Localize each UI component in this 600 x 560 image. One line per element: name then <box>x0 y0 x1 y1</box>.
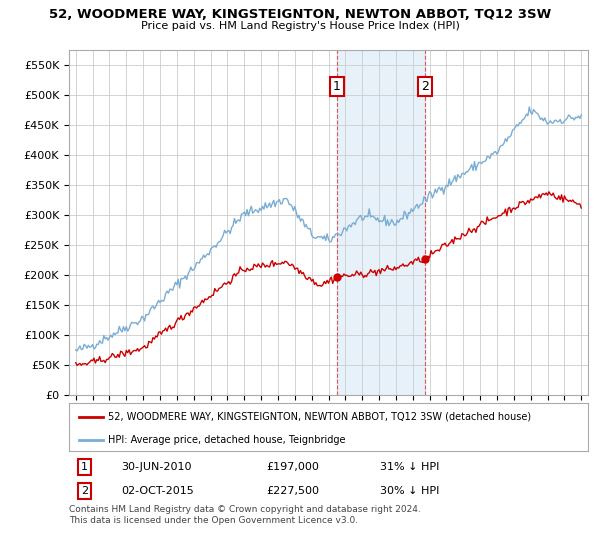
Text: 52, WOODMERE WAY, KINGSTEIGNTON, NEWTON ABBOT, TQ12 3SW (detached house): 52, WOODMERE WAY, KINGSTEIGNTON, NEWTON … <box>108 412 531 422</box>
Text: Contains HM Land Registry data © Crown copyright and database right 2024.
This d: Contains HM Land Registry data © Crown c… <box>69 505 421 525</box>
Text: 52, WOODMERE WAY, KINGSTEIGNTON, NEWTON ABBOT, TQ12 3SW: 52, WOODMERE WAY, KINGSTEIGNTON, NEWTON … <box>49 8 551 21</box>
Text: 2: 2 <box>81 486 88 496</box>
Text: £197,000: £197,000 <box>266 462 319 472</box>
Text: HPI: Average price, detached house, Teignbridge: HPI: Average price, detached house, Teig… <box>108 435 346 445</box>
Text: 31% ↓ HPI: 31% ↓ HPI <box>380 462 440 472</box>
Text: 1: 1 <box>333 80 341 93</box>
Bar <box>337 50 425 395</box>
Text: Price paid vs. HM Land Registry's House Price Index (HPI): Price paid vs. HM Land Registry's House … <box>140 21 460 31</box>
Text: £227,500: £227,500 <box>266 486 319 496</box>
Text: 02-OCT-2015: 02-OCT-2015 <box>121 486 194 496</box>
Text: 1: 1 <box>81 462 88 472</box>
Text: 30% ↓ HPI: 30% ↓ HPI <box>380 486 440 496</box>
Text: 30-JUN-2010: 30-JUN-2010 <box>121 462 191 472</box>
Text: 2: 2 <box>421 80 430 93</box>
